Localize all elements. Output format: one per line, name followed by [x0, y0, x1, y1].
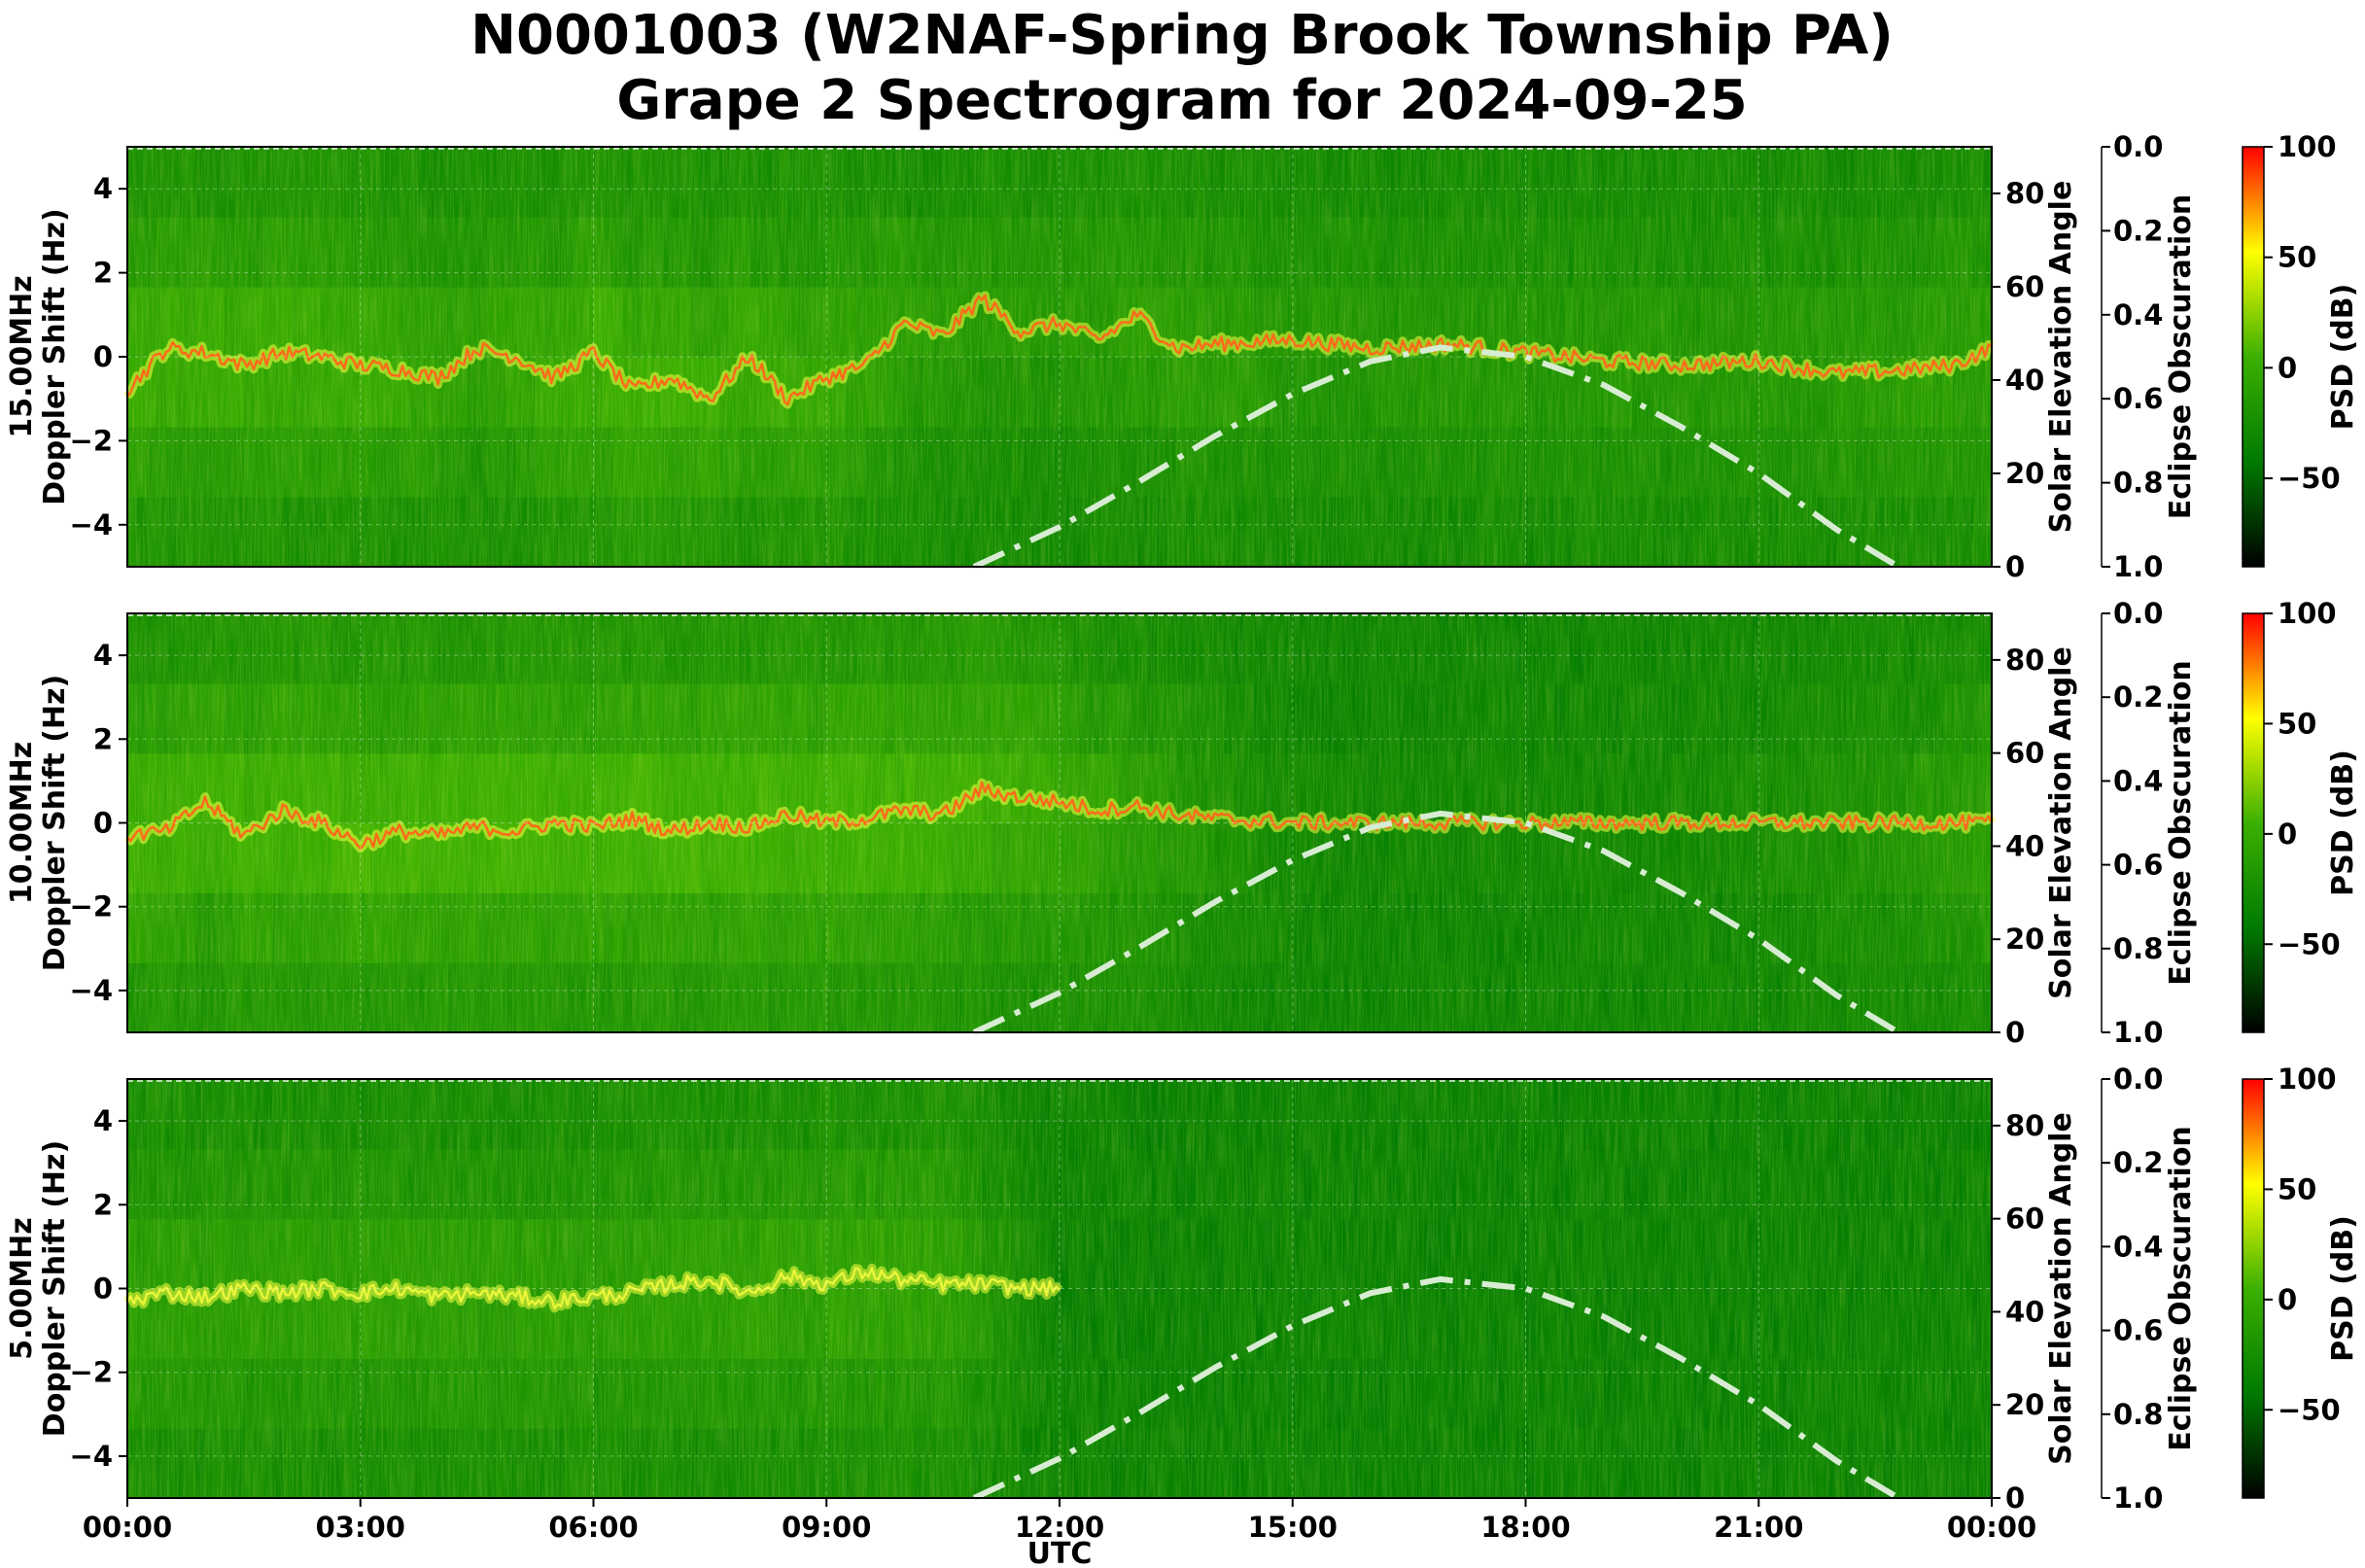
y-tick-label: 4 [93, 1104, 113, 1137]
obscuration-tick-label: 1.0 [2113, 1016, 2163, 1049]
colorbar [2242, 1078, 2265, 1499]
solar-elevation-curve [972, 344, 1900, 570]
colorbar-label: PSD (dB) [2326, 1215, 2360, 1362]
obscuration-tick-label: 0.8 [2113, 932, 2163, 965]
x-tick-label: 12:00 [1015, 1511, 1104, 1544]
colorbar-tick-label: −50 [2278, 462, 2341, 495]
doppler-axis-label: Doppler Shift (Hz) [38, 1140, 72, 1437]
elevation-tick-label: 60 [2005, 737, 2044, 770]
elevation-axis-label: Solar Elevation Angle [2044, 1112, 2078, 1465]
y-tick-label: −4 [70, 1440, 113, 1473]
signal-trace [125, 1267, 1061, 1310]
elevation-axis-label: Solar Elevation Angle [2044, 181, 2078, 534]
y-tick-label: 0 [93, 1272, 113, 1306]
solar-elevation-curve [972, 810, 1900, 1035]
colorbar-tick-label: 50 [2278, 1172, 2316, 1205]
elevation-tick-label: 40 [2005, 1295, 2044, 1328]
elevation-tick-label: 20 [2005, 457, 2044, 490]
signal-trace [126, 781, 1994, 851]
solar-elevation-curve [972, 1275, 1900, 1501]
x-axis-label: UTC [1027, 1537, 1093, 1568]
x-tick-label: 18:00 [1480, 1511, 1570, 1544]
elevation-tick-label: 0 [2005, 550, 2025, 583]
spectrogram-panels: 420−2−415.00MHz Doppler Shift (Hz)0204060… [5, 130, 2360, 1544]
obscuration-tick-label: 0.2 [2113, 680, 2163, 714]
y-tick-label: −2 [70, 1356, 113, 1389]
obscuration-tick-label: 0.6 [2113, 382, 2163, 415]
obscuration-tick-label: 0.2 [2113, 214, 2163, 247]
x-tick-label: 00:00 [83, 1511, 172, 1544]
obscuration-tick-label: 0.0 [2113, 130, 2163, 163]
panel-frequency-label: 5.00MHz [5, 1217, 39, 1359]
obscuration-tick-label: 0.8 [2113, 467, 2163, 500]
obscuration-tick-label: 0.0 [2113, 1063, 2163, 1096]
obscuration-tick-label: 0.0 [2113, 597, 2163, 630]
obscuration-axis-label: Eclipse Obscuration [2164, 660, 2198, 986]
y-tick-label: 4 [93, 639, 113, 672]
obscuration-tick-label: 0.2 [2113, 1146, 2163, 1179]
elevation-tick-label: 80 [2005, 177, 2044, 210]
elevation-tick-label: 60 [2005, 1202, 2044, 1236]
x-tick-label: 03:00 [316, 1511, 405, 1544]
colorbar-tick-label: 0 [2278, 818, 2297, 851]
elevation-tick-label: 40 [2005, 364, 2044, 397]
obscuration-axis-label: Eclipse Obscuration [2164, 1126, 2198, 1451]
y-tick-label: −2 [70, 890, 113, 923]
panel-frequency-label: 15.00MHz [5, 275, 39, 437]
y-tick-label: 0 [93, 340, 113, 373]
doppler-axis-label: Doppler Shift (Hz) [38, 675, 72, 971]
obscuration-tick-label: 0.6 [2113, 849, 2163, 882]
doppler-axis-label: Doppler Shift (Hz) [38, 208, 72, 505]
elevation-tick-label: 0 [2005, 1481, 2025, 1515]
colorbar-tick-label: 50 [2278, 241, 2316, 274]
x-tick-label: 09:00 [782, 1511, 871, 1544]
x-tick-label: 00:00 [1947, 1511, 2036, 1544]
colorbar [2242, 612, 2265, 1033]
colorbar-label: PSD (dB) [2326, 284, 2360, 431]
elevation-tick-label: 20 [2005, 923, 2044, 956]
obscuration-axis-label: Eclipse Obscuration [2164, 194, 2198, 520]
elevation-tick-label: 0 [2005, 1016, 2025, 1049]
obscuration-tick-label: 0.4 [2113, 1230, 2163, 1263]
colorbar-tick-label: 100 [2278, 1063, 2337, 1096]
x-tick-label: 15:00 [1248, 1511, 1338, 1544]
obscuration-tick-label: 0.4 [2113, 298, 2163, 331]
colorbar-tick-label: −50 [2278, 1393, 2341, 1426]
colorbar-tick-label: 0 [2278, 1283, 2297, 1316]
colorbar [2242, 146, 2265, 568]
chart-title-line-1: N0001003 (W2NAF-Spring Brook Township PA… [470, 4, 1894, 67]
elevation-tick-label: 80 [2005, 644, 2044, 677]
spectrogram-texture [127, 147, 1992, 567]
y-tick-label: −2 [70, 424, 113, 457]
colorbar-tick-label: 100 [2278, 597, 2337, 630]
chart-title-line-2: Grape 2 Spectrogram for 2024-09-25 [616, 69, 1747, 132]
y-tick-label: 4 [93, 172, 113, 205]
elevation-tick-label: 80 [2005, 1109, 2044, 1142]
elevation-tick-label: 20 [2005, 1388, 2044, 1421]
obscuration-tick-label: 1.0 [2113, 1481, 2163, 1515]
y-tick-label: 2 [93, 1188, 113, 1221]
y-tick-label: 0 [93, 807, 113, 840]
y-tick-label: −4 [70, 974, 113, 1007]
obscuration-tick-label: 0.4 [2113, 764, 2163, 797]
elevation-tick-label: 40 [2005, 829, 2044, 862]
elevation-tick-label: 60 [2005, 270, 2044, 303]
panel-frequency-label: 10.00MHz [5, 742, 39, 904]
colorbar-tick-label: 50 [2278, 707, 2316, 740]
x-tick-label: 06:00 [548, 1511, 638, 1544]
signal-trace [126, 294, 1993, 406]
obscuration-tick-label: 0.8 [2113, 1398, 2163, 1431]
obscuration-tick-label: 0.6 [2113, 1314, 2163, 1347]
y-tick-label: 2 [93, 257, 113, 290]
colorbar-tick-label: 100 [2278, 130, 2337, 163]
colorbar-tick-label: −50 [2278, 927, 2341, 960]
x-tick-label: 21:00 [1714, 1511, 1803, 1544]
colorbar-tick-label: 0 [2278, 351, 2297, 384]
obscuration-tick-label: 1.0 [2113, 550, 2163, 583]
colorbar-label: PSD (dB) [2326, 749, 2360, 896]
y-tick-label: −4 [70, 508, 113, 541]
y-tick-label: 2 [93, 722, 113, 755]
elevation-axis-label: Solar Elevation Angle [2044, 646, 2078, 999]
